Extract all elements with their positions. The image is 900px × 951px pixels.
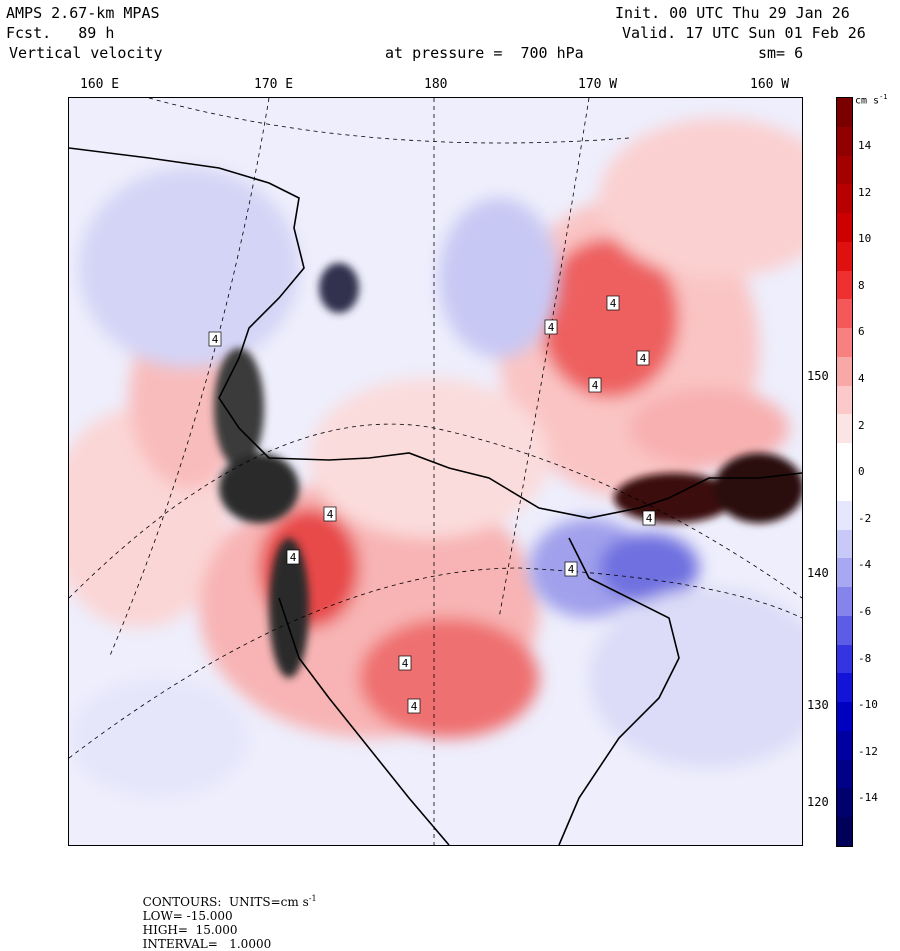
colorbar-segment <box>837 184 852 214</box>
forecast-hour: Fcst. 89 h <box>6 24 115 42</box>
colorbar-segment <box>837 241 852 272</box>
colorbar-segment <box>837 472 852 502</box>
colorbar-segment <box>837 759 852 789</box>
contour-label: 4 <box>290 551 297 564</box>
colorbar-label: 2 <box>858 418 865 432</box>
colorbar-label: 8 <box>858 278 865 292</box>
contours-interval: INTERVAL= 1.0000 <box>142 937 272 951</box>
colorbar-segment <box>837 213 852 243</box>
valid-time: Valid. 17 UTC Sun 01 Feb 26 <box>622 24 866 42</box>
colorbar-segment <box>837 328 852 358</box>
colorbar-segment <box>837 673 852 703</box>
colorbar-units: cm s-1 <box>855 93 888 107</box>
colorbar-segment <box>837 558 852 588</box>
coastline <box>69 147 802 845</box>
colorbar-segment <box>837 817 852 847</box>
contours-low: LOW= -15.000 <box>142 909 233 923</box>
colorbar-label: 12 <box>858 185 872 199</box>
smoothing: sm= 6 <box>758 44 804 62</box>
colorbar-segment <box>837 644 852 674</box>
model-title: AMPS 2.67-km MPAS <box>6 4 160 22</box>
contours-units: CONTOURS: UNITS=cm s-1 <box>142 894 317 909</box>
colorbar-label: 4 <box>858 372 865 385</box>
colorbar-segment <box>837 587 852 617</box>
contour-label: 4 <box>640 352 647 365</box>
graticule <box>69 98 802 845</box>
contours-high: HIGH= 15.000 <box>142 923 238 937</box>
colorbar-label: -8 <box>858 651 872 665</box>
colorbar-segment <box>837 702 852 732</box>
init-time: Init. 00 UTC Thu 29 Jan 26 <box>615 4 850 22</box>
colorbar-segment <box>837 730 852 761</box>
colorbar-label: -2 <box>858 511 872 525</box>
colorbar-label: -14 <box>858 791 878 805</box>
lon-label-170w: 170 W <box>578 77 618 92</box>
contour-label: 4 <box>646 512 653 525</box>
contour-label: 4 <box>548 321 555 334</box>
vertical-velocity-map: 4 4 4 4 4 4 4 4 4 4 4 <box>69 98 802 845</box>
colorbar <box>836 97 853 847</box>
contour-label: 4 <box>568 563 575 576</box>
colorbar-segment <box>837 414 852 444</box>
colorbar-label: -10 <box>858 698 878 712</box>
colorbar-segment <box>837 155 852 185</box>
contour-labels: 4 4 4 4 4 4 4 4 4 4 4 <box>208 295 656 714</box>
colorbar-segment <box>837 788 852 818</box>
contour-label: 4 <box>610 297 617 310</box>
colorbar-label: 6 <box>858 325 865 339</box>
colorbar-label: 0 <box>858 465 865 479</box>
colorbar-label: -12 <box>858 744 878 758</box>
map-panel: 4 4 4 4 4 4 4 4 4 4 4 <box>68 97 803 846</box>
colorbar-segment <box>837 299 852 329</box>
colorbar-segment <box>837 385 852 415</box>
intense-band <box>214 263 802 678</box>
colorbar-segment <box>837 270 852 300</box>
colorbar-label: -4 <box>858 558 872 572</box>
contour-label: 4 <box>592 379 599 392</box>
field-name: Vertical velocity <box>9 44 163 62</box>
colorbar-segment <box>837 356 852 387</box>
lon-label-160w: 160 W <box>750 77 790 92</box>
lon-label-170e: 170 E <box>254 77 294 92</box>
colorbar-segment <box>837 98 852 128</box>
colorbar-segment <box>837 615 852 646</box>
pressure-level: at pressure = 700 hPa <box>385 44 584 62</box>
colorbar-label: 14 <box>858 139 872 152</box>
colorbar-segment <box>837 500 852 531</box>
lon-label-160e: 160 E <box>80 77 120 92</box>
colorbar-segment <box>837 126 852 157</box>
colorbar-segment <box>837 529 852 559</box>
footer-contours-info: CONTOURS: UNITS=cm s-1 LOW= -15.000 HIGH… <box>135 880 335 951</box>
contour-label: 4 <box>402 657 409 670</box>
colorbar-label: 10 <box>858 232 872 246</box>
colorbar-label: -6 <box>858 605 872 618</box>
contour-label: 4 <box>327 508 334 521</box>
contour-label: 4 <box>212 333 219 346</box>
contour-label: 4 <box>411 700 418 713</box>
colorbar-segment <box>837 443 852 473</box>
lon-label-180: 180 <box>424 77 448 92</box>
